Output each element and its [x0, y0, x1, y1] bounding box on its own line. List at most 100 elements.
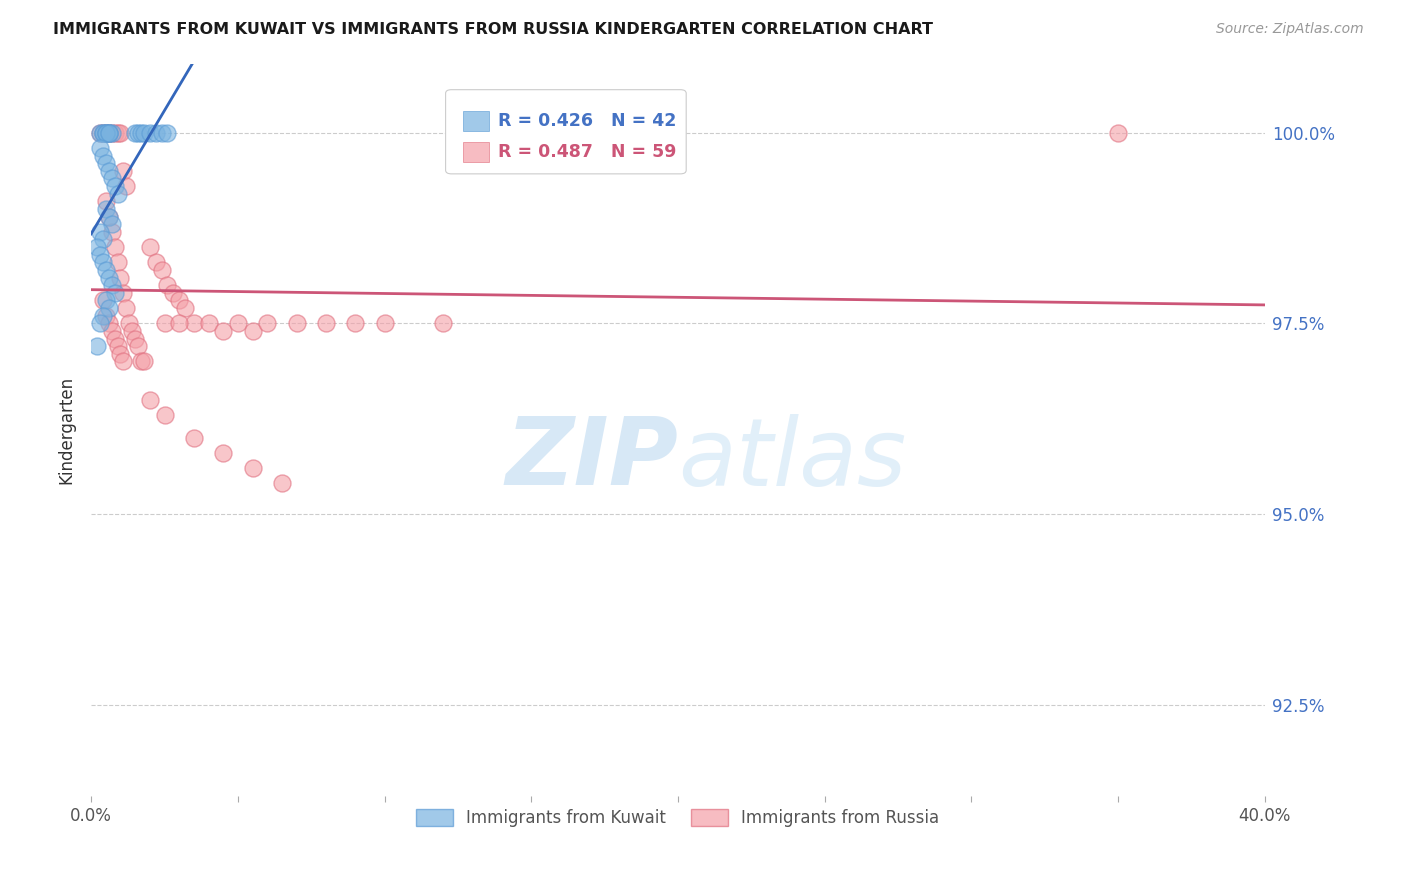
- Point: [91, 309, 114, 323]
- Point: [94, 156, 117, 170]
- Point: [97, 126, 120, 140]
- Point: [226, 316, 249, 330]
- Point: [97, 126, 120, 140]
- Point: [100, 126, 122, 140]
- Point: [344, 316, 367, 330]
- Point: [86, 240, 108, 254]
- Point: [91, 126, 114, 140]
- Point: [107, 339, 129, 353]
- Point: [89, 126, 111, 140]
- Point: [112, 285, 135, 300]
- Point: [94, 293, 117, 308]
- Point: [91, 148, 114, 162]
- Point: [242, 461, 264, 475]
- Point: [256, 316, 278, 330]
- Point: [100, 171, 122, 186]
- Point: [94, 263, 117, 277]
- Point: [132, 354, 155, 368]
- Point: [104, 240, 127, 254]
- Point: [285, 316, 308, 330]
- Point: [89, 126, 111, 140]
- Bar: [463, 142, 489, 162]
- Point: [242, 324, 264, 338]
- Point: [132, 126, 155, 140]
- Point: [97, 210, 120, 224]
- Point: [91, 293, 114, 308]
- Point: [110, 126, 132, 140]
- Point: [129, 354, 152, 368]
- Point: [97, 316, 120, 330]
- Point: [104, 179, 127, 194]
- Point: [97, 126, 120, 140]
- FancyBboxPatch shape: [446, 90, 686, 174]
- Point: [104, 126, 127, 140]
- Point: [97, 270, 120, 285]
- Point: [129, 126, 152, 140]
- Point: [100, 278, 122, 293]
- Point: [183, 316, 205, 330]
- Point: [139, 126, 162, 140]
- Point: [89, 248, 111, 262]
- Point: [270, 476, 292, 491]
- Point: [91, 126, 114, 140]
- Point: [86, 339, 108, 353]
- Point: [118, 316, 141, 330]
- Point: [107, 255, 129, 269]
- Point: [124, 126, 146, 140]
- Point: [91, 126, 114, 140]
- Point: [104, 332, 127, 346]
- Point: [197, 316, 219, 330]
- Point: [115, 179, 138, 194]
- Point: [1107, 126, 1129, 140]
- Point: [94, 126, 117, 140]
- Point: [97, 210, 120, 224]
- Point: [112, 354, 135, 368]
- Point: [153, 408, 176, 422]
- Point: [94, 126, 117, 140]
- Point: [104, 285, 127, 300]
- Point: [167, 316, 190, 330]
- Point: [115, 301, 138, 315]
- Point: [156, 126, 179, 140]
- Point: [110, 347, 132, 361]
- Text: Source: ZipAtlas.com: Source: ZipAtlas.com: [1216, 22, 1364, 37]
- Point: [89, 141, 111, 155]
- Point: [374, 316, 396, 330]
- Point: [94, 309, 117, 323]
- Point: [156, 278, 179, 293]
- Point: [127, 339, 149, 353]
- Point: [145, 126, 167, 140]
- Point: [127, 126, 149, 140]
- Point: [91, 232, 114, 246]
- Point: [94, 126, 117, 140]
- Bar: [463, 111, 489, 131]
- Text: R = 0.487   N = 59: R = 0.487 N = 59: [498, 143, 676, 161]
- Point: [100, 217, 122, 231]
- Point: [167, 293, 190, 308]
- Point: [107, 186, 129, 201]
- Point: [100, 126, 122, 140]
- Point: [432, 316, 454, 330]
- Point: [212, 324, 235, 338]
- Legend: Immigrants from Kuwait, Immigrants from Russia: Immigrants from Kuwait, Immigrants from …: [408, 800, 948, 835]
- Text: atlas: atlas: [678, 414, 907, 505]
- Point: [107, 126, 129, 140]
- Point: [100, 324, 122, 338]
- Point: [97, 163, 120, 178]
- Point: [110, 270, 132, 285]
- Point: [100, 225, 122, 239]
- Point: [212, 446, 235, 460]
- Point: [162, 285, 184, 300]
- Point: [97, 301, 120, 315]
- Point: [94, 126, 117, 140]
- Point: [121, 324, 143, 338]
- Point: [97, 126, 120, 140]
- Point: [139, 392, 162, 407]
- Point: [150, 263, 173, 277]
- Point: [89, 225, 111, 239]
- Point: [315, 316, 337, 330]
- Point: [94, 194, 117, 209]
- Point: [153, 316, 176, 330]
- Point: [89, 316, 111, 330]
- Point: [139, 240, 162, 254]
